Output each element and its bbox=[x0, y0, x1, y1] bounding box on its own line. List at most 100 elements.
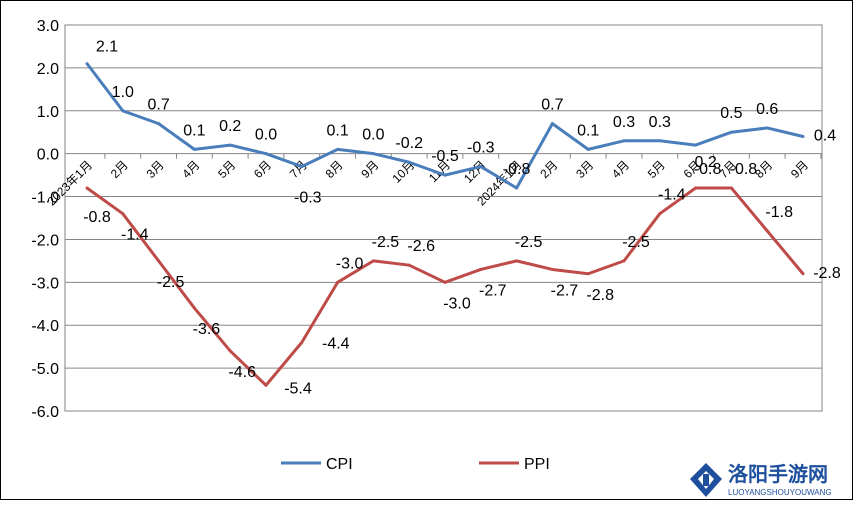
x-tick-label: 2月 bbox=[108, 158, 131, 181]
y-tick-label: 3.0 bbox=[37, 18, 59, 35]
y-tick-label: -6.0 bbox=[31, 404, 59, 421]
plot-area bbox=[64, 24, 823, 412]
cpi-data-label: 2.1 bbox=[96, 39, 118, 56]
data-point-ppi bbox=[622, 259, 626, 263]
data-point-ppi bbox=[586, 272, 590, 276]
ppi-data-label: -2.8 bbox=[813, 265, 841, 282]
data-point-ppi bbox=[157, 259, 161, 263]
data-labels: 2.1 1.0 0.7 0.1 0.2 0.0 -0.3 0.1 0.0 -0.2 -0.5 -0.3… bbox=[83, 39, 841, 398]
watermark-text: 洛阳手游网 bbox=[728, 462, 828, 486]
cpi-data-label: -0.5 bbox=[431, 148, 459, 165]
ppi-data-label: -0.8 bbox=[83, 209, 111, 226]
data-point-cpi bbox=[658, 139, 662, 143]
data-point-ppi bbox=[658, 212, 662, 216]
cpi-data-label: 0.7 bbox=[541, 97, 563, 114]
y-tick-label: -2.0 bbox=[31, 232, 59, 249]
logo-icon bbox=[690, 463, 722, 497]
ppi-data-label: -2.7 bbox=[551, 282, 579, 299]
ppi-data-label: -3.0 bbox=[336, 255, 364, 272]
y-tick-label: -5.0 bbox=[31, 361, 59, 378]
ppi-data-label: -1.8 bbox=[765, 204, 793, 221]
cpi-data-label: 0.1 bbox=[183, 122, 205, 139]
data-point-cpi bbox=[586, 147, 590, 151]
data-point-cpi bbox=[157, 122, 161, 126]
data-point-cpi bbox=[121, 109, 125, 113]
x-tick-label: 6月 bbox=[251, 158, 274, 181]
cpi-data-label: 0.7 bbox=[147, 97, 169, 114]
ppi-data-label: -2.5 bbox=[157, 274, 185, 291]
data-point-ppi bbox=[228, 349, 232, 353]
data-point-ppi bbox=[801, 272, 805, 276]
data-point-ppi bbox=[694, 186, 698, 190]
data-point-ppi bbox=[479, 267, 483, 271]
y-tick-label: 1.0 bbox=[37, 104, 59, 121]
x-tick-label: 12月 bbox=[461, 158, 489, 186]
gridlines bbox=[65, 24, 822, 412]
cpi-data-label: 1.0 bbox=[112, 84, 134, 101]
ppi-data-label: -5.4 bbox=[284, 380, 312, 397]
ppi-data-label: -0.8 bbox=[730, 161, 758, 178]
y-tick-label: 2.0 bbox=[37, 61, 59, 78]
data-point-cpi bbox=[85, 62, 89, 66]
data-point-cpi bbox=[550, 122, 554, 126]
data-point-ppi bbox=[264, 383, 268, 387]
cpi-data-label: 0.5 bbox=[720, 105, 742, 122]
data-point-cpi bbox=[228, 143, 232, 147]
data-point-ppi bbox=[300, 340, 304, 344]
x-tick-label: 5月 bbox=[215, 158, 238, 181]
series-line-ppi bbox=[86, 186, 805, 387]
ppi-data-label: -2.6 bbox=[407, 238, 435, 255]
data-point-ppi bbox=[192, 306, 196, 310]
cpi-data-label: 0.1 bbox=[577, 122, 599, 139]
data-point-ppi bbox=[336, 280, 340, 284]
cpi-data-label: 0.0 bbox=[362, 127, 384, 144]
ppi-data-label: -2.5 bbox=[515, 234, 543, 251]
cpi-data-label: 0.3 bbox=[613, 114, 635, 131]
legend: CPI PPI bbox=[281, 456, 550, 473]
y-tick-label: -4.0 bbox=[31, 318, 59, 335]
data-point-cpi bbox=[801, 135, 805, 139]
data-point-cpi bbox=[407, 160, 411, 164]
y-tick-label: -3.0 bbox=[31, 275, 59, 292]
data-point-cpi bbox=[443, 173, 447, 177]
ppi-data-label: -2.5 bbox=[372, 234, 400, 251]
x-tick-label: 3月 bbox=[144, 158, 167, 181]
ppi-data-label: -4.6 bbox=[228, 364, 256, 381]
ppi-data-label: -0.8 bbox=[694, 161, 722, 178]
data-point-cpi bbox=[371, 152, 375, 156]
data-point-ppi bbox=[85, 186, 89, 190]
cpi-data-label: -0.3 bbox=[467, 140, 495, 157]
legend-label-ppi: PPI bbox=[524, 456, 550, 473]
data-point-ppi bbox=[765, 229, 769, 233]
cpi-data-label: -0.3 bbox=[294, 190, 322, 207]
data-point-cpi bbox=[622, 139, 626, 143]
series-layer bbox=[85, 62, 805, 387]
ppi-data-label: -2.5 bbox=[622, 234, 650, 251]
cpi-data-label: 0.6 bbox=[756, 101, 778, 118]
data-point-ppi bbox=[550, 267, 554, 271]
data-point-cpi bbox=[479, 165, 483, 169]
ppi-data-label: -4.4 bbox=[322, 335, 350, 352]
y-tick-label: -1.0 bbox=[31, 190, 59, 207]
x-tick-label: 4月 bbox=[609, 158, 632, 181]
cpi-data-label: -0.8 bbox=[503, 161, 531, 178]
x-tick-label: 9月 bbox=[788, 158, 811, 181]
ppi-data-label: -2.8 bbox=[586, 287, 614, 304]
y-tick-label: 0.0 bbox=[37, 147, 59, 164]
cpi-data-label: 0.0 bbox=[255, 127, 277, 144]
data-point-cpi bbox=[729, 130, 733, 134]
cpi-data-label: 0.2 bbox=[694, 154, 716, 171]
y-axis-ticks: 3.0 2.0 1.0 0.0 -1.0 -2.0 -3.0 -4.0 -5.0 -6.0 bbox=[31, 18, 59, 421]
data-point-cpi bbox=[765, 126, 769, 130]
x-tick-label: 3月 bbox=[573, 158, 596, 181]
x-tick-label: 5月 bbox=[645, 158, 668, 181]
cpi-data-label: 0.4 bbox=[814, 128, 836, 145]
ppi-data-label: -3.6 bbox=[193, 321, 221, 338]
data-point-ppi bbox=[515, 259, 519, 263]
watermark-subtext: LUOYANGSHOUYOUWANG bbox=[728, 488, 832, 497]
data-point-cpi bbox=[192, 147, 196, 151]
data-point-cpi bbox=[515, 186, 519, 190]
ppi-data-label: -1.4 bbox=[121, 227, 149, 244]
